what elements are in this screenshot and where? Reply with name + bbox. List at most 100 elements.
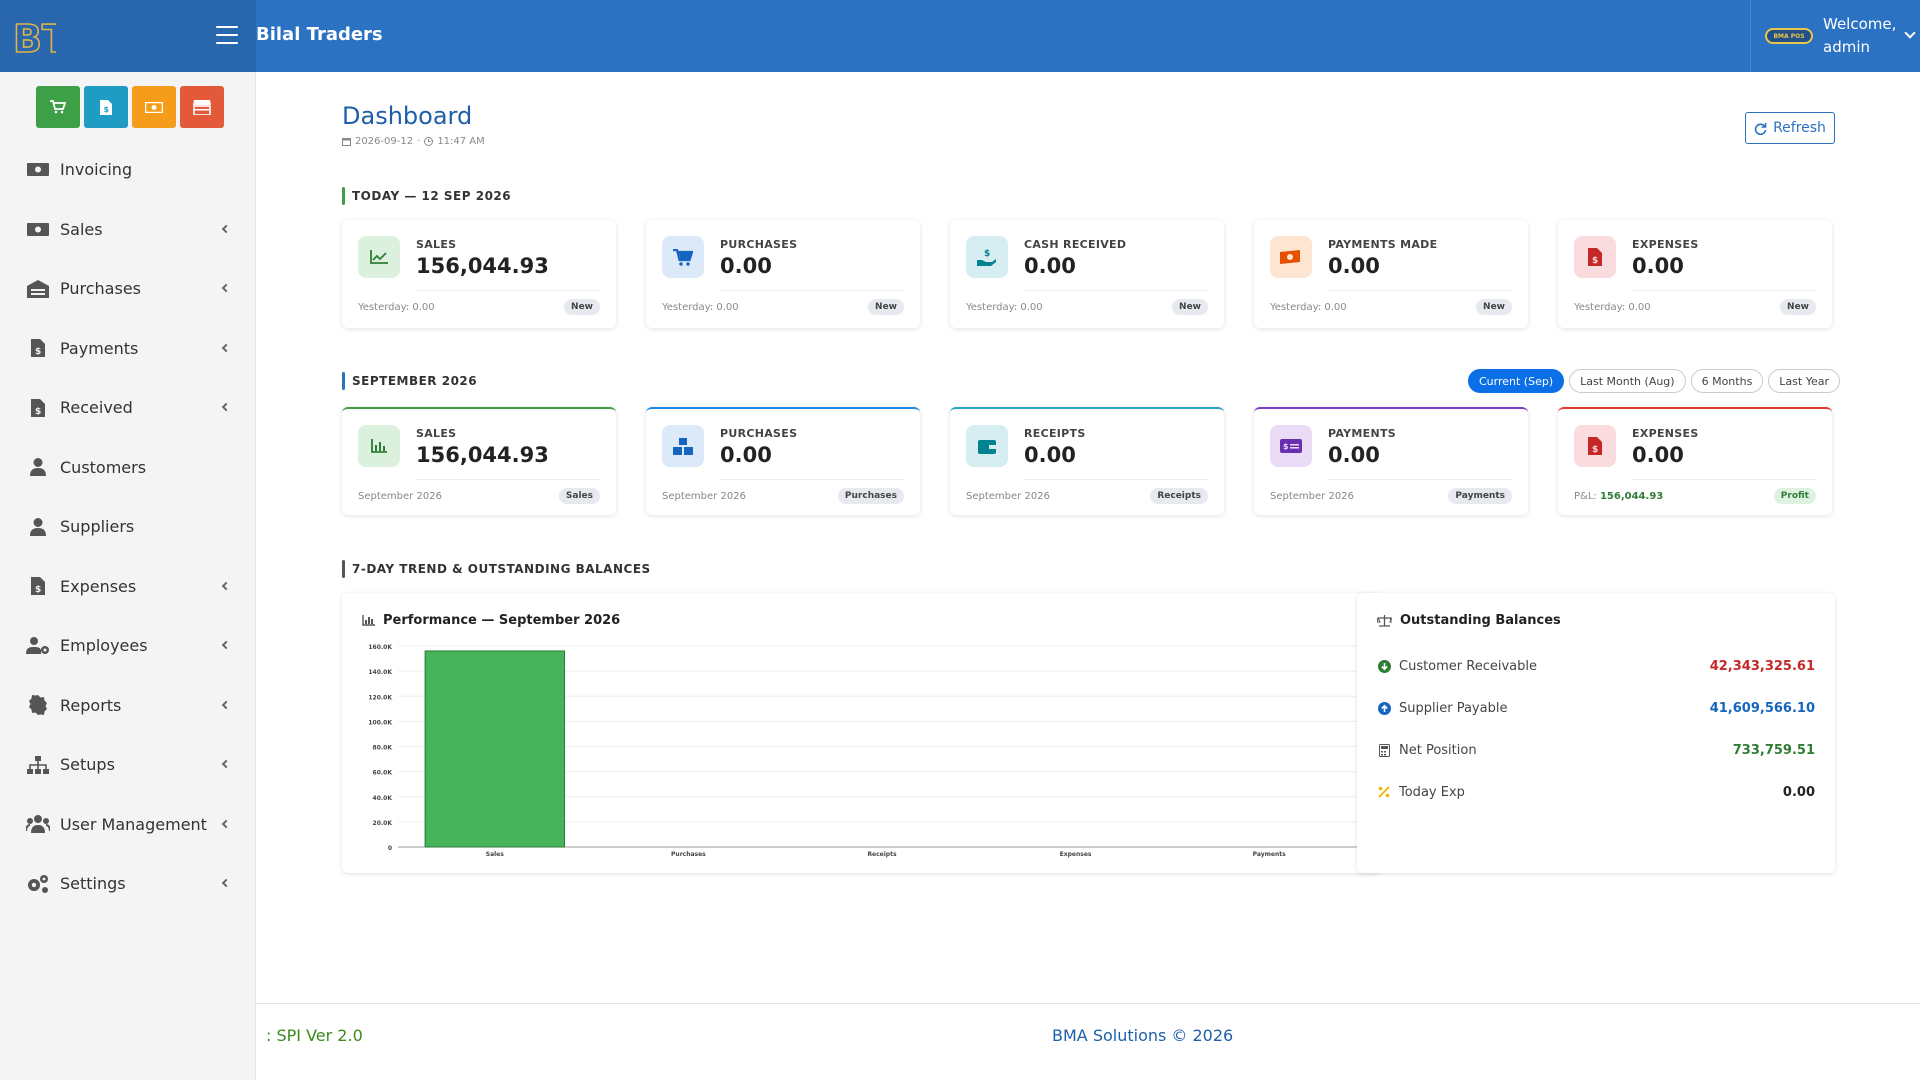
tab-last-month[interactable]: Last Month (Aug) [1569, 369, 1686, 393]
svg-text:BT: BT [13, 17, 56, 58]
today-cash-received-card[interactable]: $ CASH RECEIVED 0.00 Yesterday: 0.00 New [950, 220, 1224, 328]
today-section-heading: TODAY — 12 SEP 2026 [342, 187, 511, 205]
status-badge: New [1780, 299, 1816, 315]
y-tick-label: 20.0K [373, 820, 393, 827]
balance-value: 41,609,566.10 [1709, 700, 1815, 716]
tab-six-months[interactable]: 6 Months [1690, 369, 1764, 393]
card-label: PURCHASES [720, 427, 798, 440]
calculator-icon [1377, 743, 1391, 757]
quick-cart-button[interactable] [36, 86, 80, 128]
y-tick-label: 100.0K [368, 719, 392, 726]
card-footnote: September 2026 [966, 491, 1050, 502]
chart-bar [424, 650, 565, 848]
top-navbar: BT Bilal Traders BMA POS Welcome, admin [0, 0, 1920, 72]
balance-value: 42,343,325.61 [1709, 658, 1815, 674]
today-payments-made-card[interactable]: PAYMENTS MADE 0.00 Yesterday: 0.00 New [1254, 220, 1528, 328]
sidebar-item-label: Customers [60, 457, 147, 477]
month-section-heading: SEPTEMBER 2026 [342, 372, 477, 390]
main-content: Dashboard 2026-09-12 · 11:47 AM Refresh … [256, 72, 1920, 1002]
status-badge: Receipts [1150, 488, 1208, 504]
chevron-left-icon [221, 640, 231, 650]
balance-scale-icon [1377, 614, 1392, 627]
card-footnote: P&L: 156,044.93 [1574, 491, 1663, 502]
sidebar-item-setups[interactable]: Setups [0, 735, 255, 795]
today-expenses-card[interactable]: $ EXPENSES 0.00 Yesterday: 0.00 New [1558, 220, 1832, 328]
card-value: 0.00 [1328, 443, 1380, 467]
user-menu[interactable]: BMA POS Welcome, admin [1750, 0, 1920, 72]
refresh-icon [1754, 122, 1767, 135]
month-sales-card[interactable]: SALES 156,044.93 September 2026 Sales [342, 407, 616, 515]
sidebar-item-sales[interactable]: Sales [0, 200, 255, 260]
pl-label: P&L: [1574, 491, 1597, 502]
today-cards: SALES 156,044.93 Yesterday: 0.00 New PUR… [342, 220, 1832, 328]
arrow-circle-down-icon [1377, 659, 1391, 673]
user-icon [26, 517, 50, 537]
x-tick-label: Payments [1253, 851, 1286, 858]
month-payments-card[interactable]: $ PAYMENTS 0.00 September 2026 Payments [1254, 407, 1528, 515]
month-purchases-card[interactable]: PURCHASES 0.00 September 2026 Purchases [646, 407, 920, 515]
month-expenses-card[interactable]: $ EXPENSES 0.00 P&L: 156,044.93 Profit [1558, 407, 1832, 515]
sidebar-item-purchases[interactable]: Purchases [0, 259, 255, 319]
calendar-icon [342, 138, 351, 146]
chevron-left-icon [221, 700, 231, 709]
today-sales-card[interactable]: SALES 156,044.93 Yesterday: 0.00 New [342, 220, 616, 328]
money-bill-icon [145, 101, 163, 113]
chevron-left-icon [221, 224, 231, 233]
sidebar-item-label: Settings [60, 874, 126, 894]
chart-line-icon [358, 236, 400, 278]
svg-text:$: $ [104, 105, 110, 114]
card-divider [1328, 479, 1512, 480]
tab-last-year[interactable]: Last Year [1768, 369, 1840, 393]
card-divider [1328, 290, 1512, 291]
card-divider [416, 479, 600, 480]
chevron-left-icon [221, 581, 231, 590]
sidebar-item-label: Expenses [60, 576, 137, 596]
sidebar-item-received[interactable]: $ Received [0, 378, 255, 438]
card-footnote: Yesterday: 0.00 [1270, 302, 1347, 313]
card-divider [416, 290, 600, 291]
quick-cash-button[interactable] [132, 86, 176, 128]
today-purchases-card[interactable]: PURCHASES 0.00 Yesterday: 0.00 New [646, 220, 920, 328]
page-datetime: 2026-09-12 · 11:47 AM [342, 136, 485, 147]
logo-icon: BT [12, 16, 69, 62]
sidebar-item-employees[interactable]: Employees [0, 616, 255, 676]
refresh-button[interactable]: Refresh [1745, 112, 1835, 144]
refresh-label: Refresh [1773, 120, 1826, 136]
sidebar-item-customers[interactable]: Customers [0, 438, 255, 498]
balance-label: Customer Receivable [1399, 658, 1538, 674]
svg-text:$: $ [1592, 256, 1598, 266]
svg-text:$: $ [35, 347, 41, 357]
sidebar-item-reports[interactable]: Reports [0, 676, 255, 736]
sidebar-item-suppliers[interactable]: Suppliers [0, 497, 255, 557]
page-date: 2026-09-12 [355, 136, 414, 147]
outstanding-balances-panel: Outstanding Balances Customer Receivable… [1357, 593, 1835, 873]
bar-chart-icon [358, 425, 400, 467]
quick-invoice-button[interactable]: $ [84, 86, 128, 128]
file-dollar-icon: $ [1574, 425, 1616, 467]
tab-current-month[interactable]: Current (Sep) [1468, 369, 1565, 393]
sidebar-item-label: Purchases [60, 279, 141, 299]
cash-icon [26, 219, 50, 239]
welcome-greeting: Welcome, [1823, 15, 1897, 33]
card-label: PAYMENTS MADE [1328, 238, 1438, 251]
card-footnote: Yesterday: 0.00 [662, 302, 739, 313]
menu-toggle-icon[interactable] [216, 26, 238, 44]
x-tick-label: Purchases [671, 851, 706, 858]
chevron-down-icon[interactable] [1904, 27, 1917, 39]
status-badge: New [868, 299, 904, 315]
trend-section-heading: 7-DAY TREND & OUTSTANDING BALANCES [342, 560, 651, 578]
performance-chart-panel: Performance — September 2026 0 20.0K 40.0K… [342, 593, 1382, 873]
card-label: CASH RECEIVED [1024, 238, 1127, 251]
sidebar-item-settings[interactable]: Settings [0, 854, 255, 914]
month-receipts-card[interactable]: RECEIPTS 0.00 September 2026 Receipts [950, 407, 1224, 515]
svg-text:$: $ [35, 585, 41, 595]
page-title: Dashboard [342, 102, 473, 130]
svg-text:$: $ [1283, 442, 1289, 451]
logo[interactable]: BT [12, 14, 69, 62]
quick-store-button[interactable] [180, 86, 224, 128]
sidebar-item-payments[interactable]: $ Payments [0, 319, 255, 379]
sidebar-item-invoicing[interactable]: Invoicing [0, 140, 255, 200]
sidebar-item-expenses[interactable]: $ Expenses [0, 557, 255, 617]
sidebar-item-user-management[interactable]: User Management [0, 795, 255, 855]
quick-actions: $ [0, 72, 255, 128]
